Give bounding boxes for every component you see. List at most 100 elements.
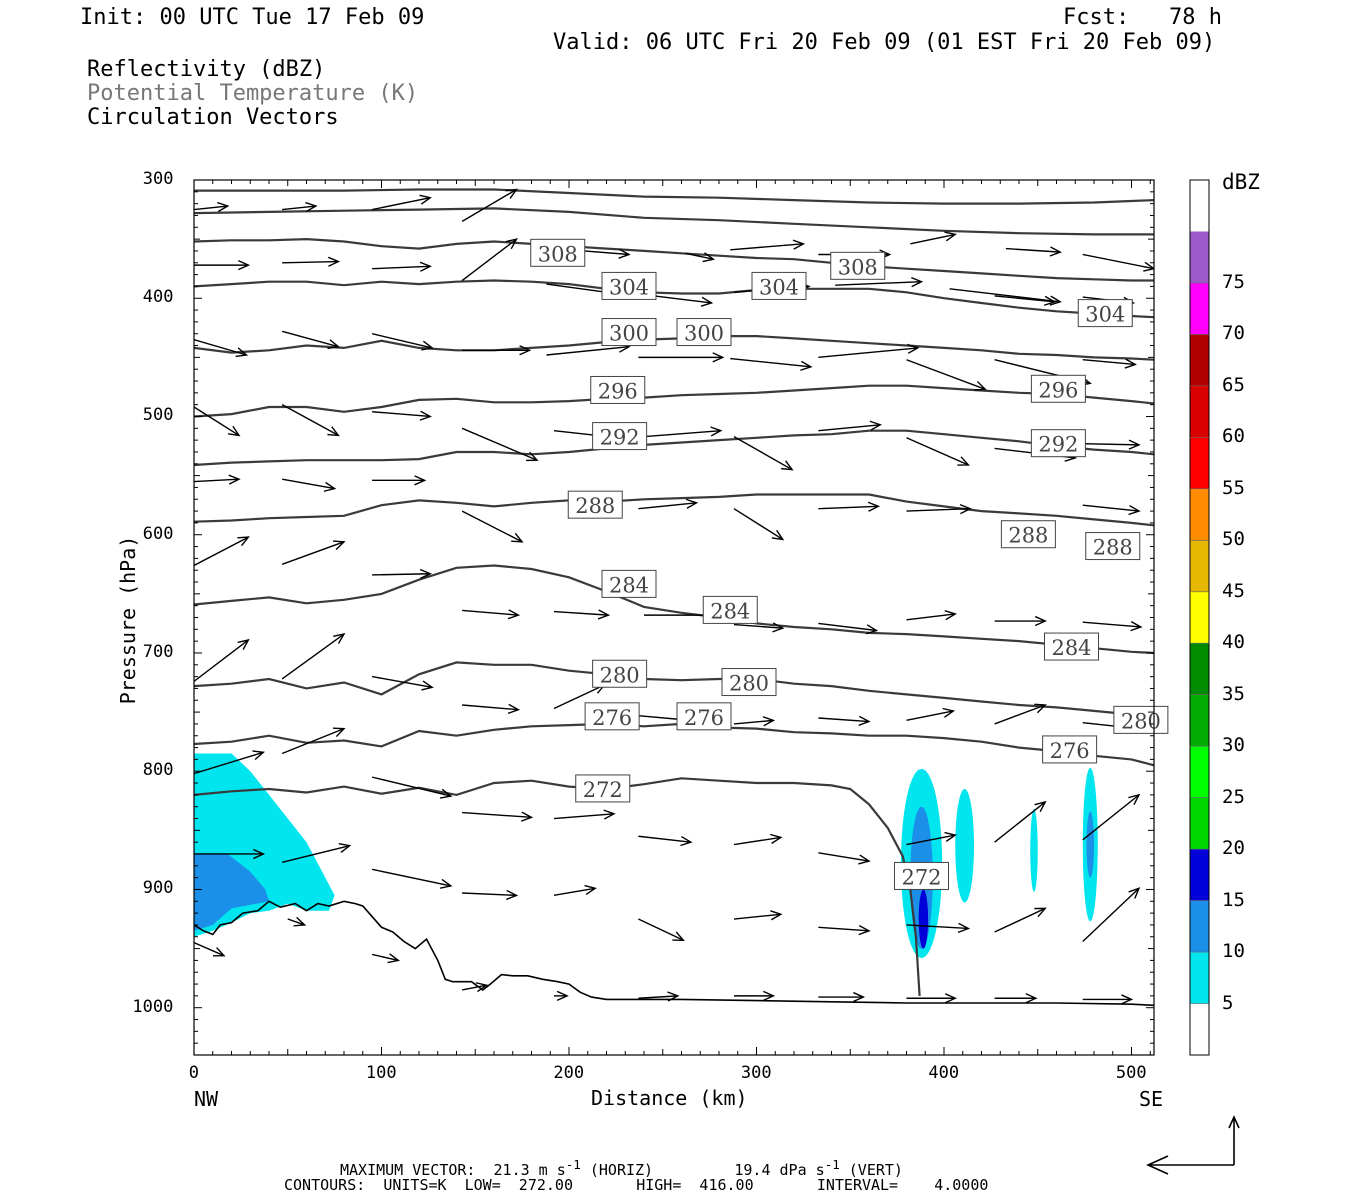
theta-contour-272 xyxy=(194,777,921,996)
circulation-vector xyxy=(638,352,725,363)
terrain-line xyxy=(194,900,1154,1007)
contour-label-box xyxy=(584,702,640,731)
colorbar-level-label: 60 xyxy=(1222,425,1245,448)
circulation-vector xyxy=(733,508,785,541)
colorbar-swatch xyxy=(1190,231,1209,283)
circulation-vector xyxy=(194,201,230,213)
y-tick-label: 300 xyxy=(142,169,174,189)
circulation-vector xyxy=(281,843,352,863)
colorbar-level-label: 35 xyxy=(1222,682,1245,705)
circulation-vector xyxy=(194,536,250,567)
circulation-vector xyxy=(1082,994,1134,1005)
init-time: Init: 00 UTC Tue 17 Feb 09 xyxy=(80,5,425,30)
circulation-vector xyxy=(461,510,524,543)
theta-contour-312 xyxy=(194,207,1154,236)
max-vector-note: MAXIMUM VECTOR: 21.3 m s-1 (HORIZ) 19.4 … xyxy=(340,1157,903,1179)
contour-label: 284 xyxy=(1051,636,1091,660)
circulation-vector xyxy=(371,333,434,351)
circulation-vector xyxy=(461,427,539,462)
colorbar-level-label: 20 xyxy=(1222,837,1245,860)
contour-label-box xyxy=(702,595,758,624)
colorbar-level-label: 50 xyxy=(1222,528,1245,551)
contour-label-box xyxy=(1044,632,1099,661)
circulation-vector xyxy=(818,501,881,512)
circulation-vector xyxy=(372,475,427,486)
contour-label: 292 xyxy=(600,426,640,450)
circulation-vector xyxy=(818,715,871,726)
circulation-vector xyxy=(372,568,432,580)
y-tick-label: 700 xyxy=(142,641,174,662)
contour-label-box xyxy=(1030,429,1086,458)
circulation-vector xyxy=(818,420,882,432)
circulation-vector xyxy=(194,338,249,358)
x-tick-label: 300 xyxy=(740,1063,772,1083)
x-tick-label: 0 xyxy=(188,1063,200,1083)
circulation-vector xyxy=(371,194,432,211)
y-tick-label: 600 xyxy=(142,523,174,544)
field-label-theta: Potential Temperature (K) xyxy=(87,81,419,106)
circulation-vector xyxy=(281,404,340,437)
theta-contour-292 xyxy=(194,429,1154,467)
circulation-vector xyxy=(733,622,785,633)
colorbar-level-label: 55 xyxy=(1222,476,1245,499)
circulation-vector xyxy=(818,925,871,936)
circulation-vector xyxy=(372,261,432,272)
field-label-reflectivity: Reflectivity (dBZ) xyxy=(87,57,326,82)
contour-label-box xyxy=(751,271,807,300)
colorbar-swatch xyxy=(1190,849,1209,901)
circulation-vector xyxy=(994,703,1047,725)
theta-contour-304 xyxy=(194,279,1154,319)
colorbar-swatch xyxy=(1190,540,1209,592)
circulation-vector xyxy=(733,910,783,921)
circulation-vector xyxy=(994,615,1047,627)
circulation-vector xyxy=(910,231,957,245)
contour-label-box xyxy=(676,702,732,731)
reflectivity-shade xyxy=(955,788,974,903)
circulation-vector xyxy=(1082,504,1141,516)
contour-label: 280 xyxy=(1121,709,1161,733)
contour-label: 308 xyxy=(838,255,878,279)
circulation-vector xyxy=(818,852,871,865)
x-axis-label: Distance (km) xyxy=(591,1086,748,1110)
circulation-vector xyxy=(733,833,783,846)
contour-label: 280 xyxy=(729,672,769,696)
reference-vector-icon xyxy=(1146,1115,1240,1175)
reflectivity-shade xyxy=(194,854,269,931)
contour-label: 300 xyxy=(684,322,724,346)
circulation-vector xyxy=(818,343,920,359)
circulation-vector xyxy=(730,357,813,371)
circulation-vector xyxy=(371,953,401,964)
x-tick-label: 500 xyxy=(1115,1063,1147,1083)
contour-label-box xyxy=(590,375,646,404)
colorbar-swatch xyxy=(1190,797,1209,850)
circulation-vector xyxy=(638,918,685,942)
colorbar-swatch xyxy=(1190,437,1209,489)
circulation-vector xyxy=(282,478,337,492)
field-label-vectors: Circulation Vectors xyxy=(87,105,339,130)
contour-label: 288 xyxy=(575,494,615,518)
contour-label-box xyxy=(601,569,657,598)
circulation-vector xyxy=(281,727,346,755)
colorbar-level-label: 15 xyxy=(1222,888,1245,911)
colorbar-swatch xyxy=(1190,334,1209,386)
circulation-vector xyxy=(194,260,251,271)
theta-contour-280 xyxy=(194,661,1154,721)
reflectivity-shade xyxy=(1086,811,1094,878)
circulation-vector xyxy=(1082,358,1137,369)
circulation-vector xyxy=(554,990,569,1002)
contour-label: 300 xyxy=(609,322,649,346)
contour-label-box xyxy=(575,774,631,803)
circulation-vector xyxy=(906,610,957,621)
colorbar-level-label: 45 xyxy=(1222,579,1245,602)
contour-label-box xyxy=(1000,520,1056,549)
circulation-vector xyxy=(638,498,699,510)
circulation-vector xyxy=(1082,439,1141,450)
contour-label: 280 xyxy=(600,663,640,687)
circulation-vector xyxy=(281,540,346,565)
contour-label-box xyxy=(1042,735,1098,764)
circulation-vector xyxy=(287,916,307,927)
colorbar-level-label: 40 xyxy=(1222,631,1245,654)
colorbar-level-label: 5 xyxy=(1222,991,1234,1014)
circulation-vector xyxy=(281,330,341,350)
colorbar-swatch xyxy=(1190,643,1209,695)
